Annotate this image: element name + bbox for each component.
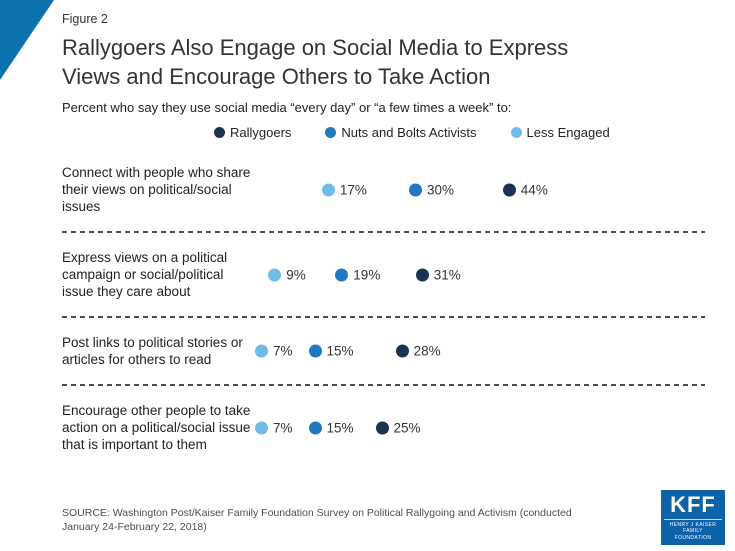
nuts_and_bolts-dot-icon [308, 344, 322, 358]
chart-rows: Connect with people who share their view… [62, 154, 705, 463]
rallygoers-dot-icon [415, 268, 429, 282]
data-point-less_engaged: 7% [255, 420, 293, 435]
value-label: 15% [326, 343, 354, 359]
value-label: 9% [286, 267, 306, 283]
legend: Rallygoers Nuts and Bolts Activists Less E… [214, 125, 705, 140]
data-point-less_engaged: 7% [255, 344, 293, 359]
chart-row: Encourage other people to take action on… [62, 392, 705, 463]
rallygoers-dot-icon [214, 127, 225, 139]
data-point-rallygoers: 28% [395, 343, 441, 359]
data-point-nuts_and_bolts: 19% [335, 267, 380, 282]
value-label: 7% [273, 420, 293, 436]
row-plot: 7% 15% 25% [255, 402, 705, 453]
dashed-separator [62, 384, 705, 387]
chart-subtitle: Percent who say they use social media “e… [62, 100, 512, 116]
value-label: 31% [433, 267, 461, 283]
kff-logo-subtext: HENRY J KAISER FAMILY FOUNDATION [664, 518, 722, 542]
data-point-rallygoers: 31% [415, 267, 461, 283]
figure-label: Figure 2 [62, 12, 108, 26]
legend-item-rallygoers: Rallygoers [214, 125, 291, 140]
data-point-nuts_and_bolts: 15% [308, 420, 354, 436]
value-label: 7% [273, 343, 293, 359]
dashed-separator [62, 231, 705, 234]
kff-logo: KFF HENRY J KAISER FAMILY FOUNDATION [661, 490, 725, 545]
value-label: 28% [413, 343, 441, 359]
footer: SOURCE: Washington Post/Kaiser Family Fo… [62, 490, 725, 545]
row-label: Connect with people who share their view… [62, 165, 251, 215]
row-label: Post links to political stories or artic… [62, 335, 243, 368]
value-label: 25% [393, 420, 421, 436]
nuts_and_bolts-dot-icon [308, 421, 322, 435]
less_engaged-dot-icon [321, 183, 335, 197]
data-point-rallygoers: 25% [375, 420, 421, 436]
row-plot: 9% 19% 31% [255, 249, 705, 300]
nuts_and_bolts-dot-icon [335, 268, 349, 282]
rallygoers-dot-icon [395, 344, 409, 358]
row-plot: 17% 30% 44% [255, 164, 705, 215]
legend-item-less_engaged: Less Engaged [510, 125, 610, 141]
source-note: SOURCE: Washington Post/Kaiser Family Fo… [62, 506, 572, 534]
data-point-nuts_and_bolts: 30% [409, 182, 454, 197]
rallygoers-dot-icon [502, 183, 516, 197]
data-point-less_engaged: 9% [268, 267, 306, 282]
dashed-separator [62, 316, 705, 319]
legend-label: Less Engaged [526, 125, 610, 141]
chart-row: Express views on a political campaign or… [62, 239, 705, 310]
less_engaged-dot-icon [268, 268, 282, 282]
data-point-less_engaged: 17% [321, 182, 367, 198]
rallygoers-dot-icon [375, 421, 389, 435]
value-label: 15% [326, 420, 354, 436]
less_engaged-dot-icon [255, 421, 268, 435]
nuts_and_bolts-dot-icon [325, 127, 337, 139]
legend-item-nuts_and_bolts: Nuts and Bolts Activists [325, 125, 477, 141]
value-label: 17% [339, 182, 367, 198]
kff-corner-triangle-icon [0, 0, 54, 80]
legend-label: Rallygoers [230, 125, 292, 141]
data-point-nuts_and_bolts: 15% [308, 343, 354, 359]
row-label: Encourage other people to take action on… [62, 403, 251, 453]
legend-label: Nuts and Bolts Activists [341, 125, 477, 141]
nuts_and_bolts-dot-icon [409, 183, 422, 197]
value-label: 30% [427, 182, 455, 198]
less_engaged-dot-icon [255, 344, 268, 358]
data-point-rallygoers: 44% [502, 182, 548, 198]
chart-title: Rallygoers Also Engage on Social Media t… [62, 35, 569, 90]
value-label: 44% [520, 182, 548, 198]
kff-logo-text: KFF [670, 492, 716, 518]
less_engaged-dot-icon [510, 127, 522, 139]
chart-row: Post links to political stories or artic… [62, 324, 705, 378]
row-plot: 7% 15% 28% [255, 334, 705, 368]
row-label: Express views on a political campaign or… [62, 250, 228, 300]
chart-row: Connect with people who share their view… [62, 154, 705, 225]
value-label: 19% [353, 267, 381, 283]
